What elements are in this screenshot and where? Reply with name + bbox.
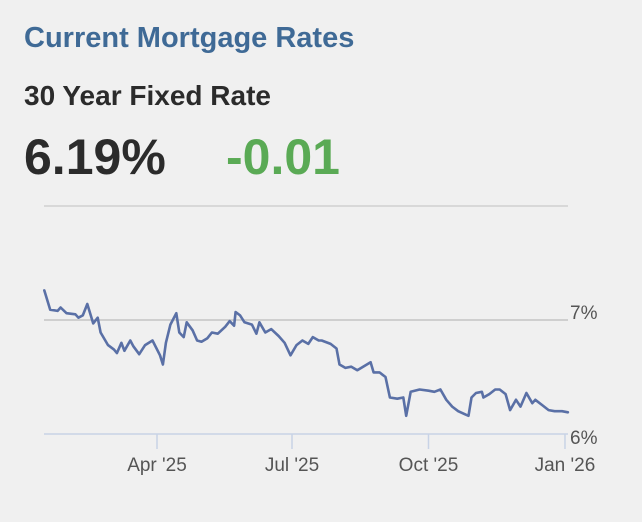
x-tick-label: Oct '25 xyxy=(399,455,459,476)
rate-change: -0.01 xyxy=(226,129,340,185)
current-rate: 6.19% xyxy=(24,129,166,185)
y-tick-label: 6% xyxy=(570,428,598,449)
rate-type-label: 30 Year Fixed Rate xyxy=(24,80,271,111)
x-tick-label: Apr '25 xyxy=(127,455,187,476)
y-tick-label: 7% xyxy=(570,303,598,324)
page-title: Current Mortgage Rates xyxy=(24,22,355,54)
x-tick-label: Jul '25 xyxy=(265,455,319,476)
x-tick-label: Jan '26 xyxy=(535,455,596,476)
rate-series-line xyxy=(42,289,570,418)
